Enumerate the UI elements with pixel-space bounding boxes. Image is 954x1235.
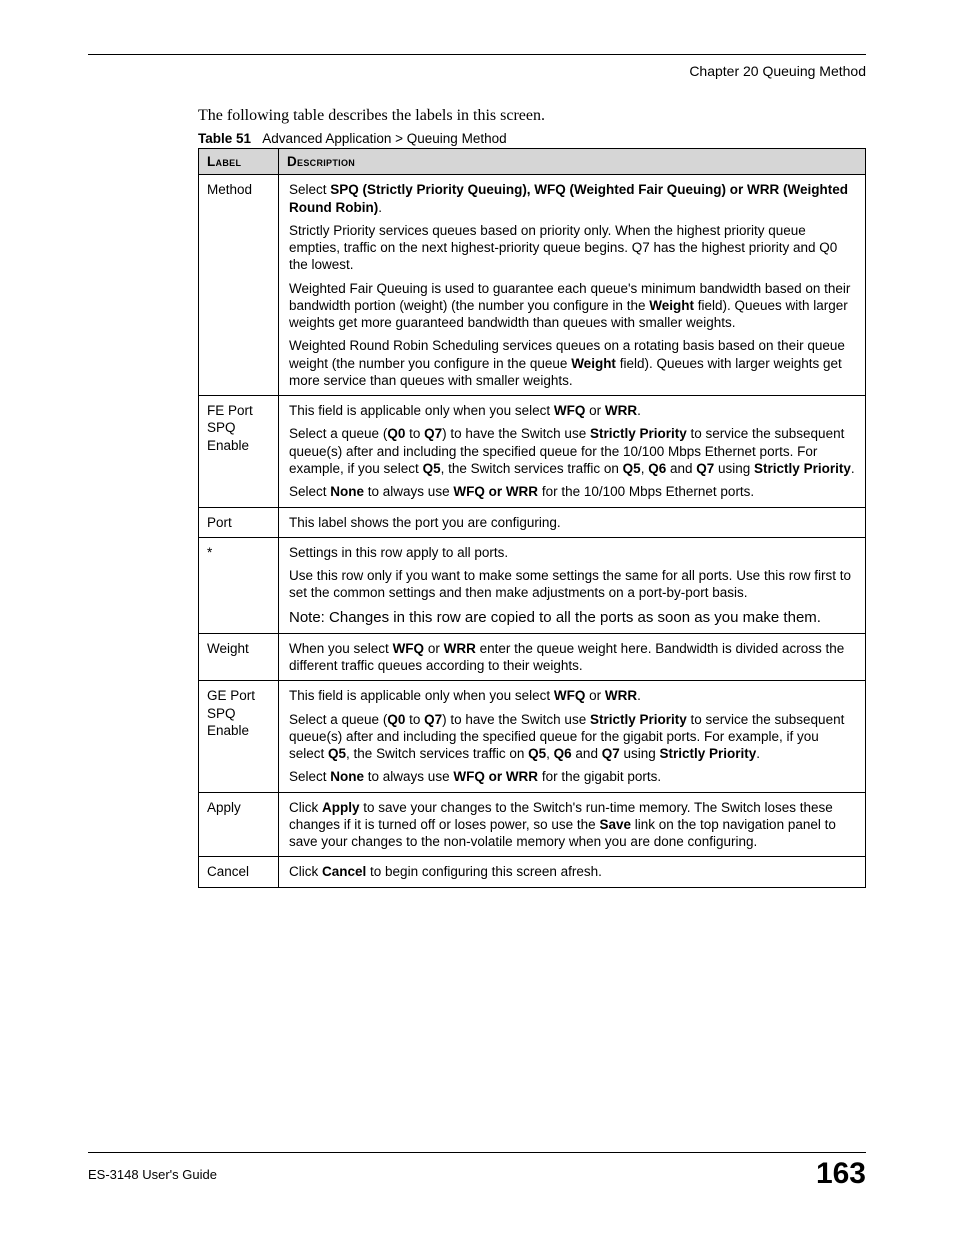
- col-header-description: Description: [279, 149, 866, 175]
- row-label: *: [199, 537, 279, 633]
- note-text: Note: Changes in this row are copied to …: [289, 608, 855, 627]
- description-paragraph: This field is applicable only when you s…: [289, 687, 855, 704]
- row-description: Settings in this row apply to all ports.…: [279, 537, 866, 633]
- description-paragraph: This field is applicable only when you s…: [289, 402, 855, 419]
- table-row: ApplyClick Apply to save your changes to…: [199, 792, 866, 857]
- table-caption: Table 51 Advanced Application > Queuing …: [198, 131, 866, 146]
- content-area: The following table describes the labels…: [198, 107, 866, 888]
- table-caption-prefix: Table 51: [198, 131, 251, 146]
- footer-guide-name: ES-3148 User's Guide: [88, 1167, 217, 1182]
- row-label: Cancel: [199, 857, 279, 887]
- row-label: FE Port SPQ Enable: [199, 396, 279, 507]
- description-paragraph: This label shows the port you are config…: [289, 514, 855, 531]
- chapter-header: Chapter 20 Queuing Method: [88, 63, 866, 79]
- header-rule: [88, 54, 866, 55]
- description-paragraph: Weighted Fair Queuing is used to guarant…: [289, 280, 855, 332]
- table-row: Port This label shows the port you are co…: [199, 507, 866, 537]
- row-label: Port: [199, 507, 279, 537]
- table-row: Cancel Click Cancel to begin configuring …: [199, 857, 866, 887]
- description-paragraph: Weighted Round Robin Scheduling services…: [289, 337, 855, 389]
- row-label: GE Port SPQ Enable: [199, 681, 279, 792]
- description-paragraph: When you select WFQ or WRR enter the que…: [289, 640, 855, 675]
- description-paragraph: Select None to always use WFQ or WRR for…: [289, 483, 855, 500]
- intro-text: The following table describes the labels…: [198, 107, 866, 125]
- description-paragraph: Click Cancel to begin configuring this s…: [289, 863, 855, 880]
- row-description: Click Cancel to begin configuring this s…: [279, 857, 866, 887]
- table-row: Method Select SPQ (Strictly Priority Queu…: [199, 175, 866, 396]
- row-description: This field is applicable only when you s…: [279, 396, 866, 507]
- footer-page-number: 163: [816, 1157, 866, 1191]
- description-paragraph: Use this row only if you want to make so…: [289, 567, 855, 602]
- table-row: *Settings in this row apply to all ports…: [199, 537, 866, 633]
- row-description: When you select WFQ or WRR enter the que…: [279, 633, 866, 681]
- queuing-method-table: Label Description Method Select SPQ (Stri…: [198, 148, 866, 888]
- row-description: This field is applicable only when you s…: [279, 681, 866, 792]
- footer-rule: [88, 1152, 866, 1153]
- description-paragraph: Settings in this row apply to all ports.: [289, 544, 855, 561]
- description-paragraph: Select None to always use WFQ or WRR for…: [289, 768, 855, 785]
- page-footer: ES-3148 User's Guide 163: [88, 1152, 866, 1191]
- table-caption-title: Advanced Application > Queuing Method: [262, 131, 506, 146]
- description-paragraph: Select a queue (Q0 to Q7) to have the Sw…: [289, 711, 855, 763]
- row-description: This label shows the port you are config…: [279, 507, 866, 537]
- table-header-row: Label Description: [199, 149, 866, 175]
- table-row: FE Port SPQ Enable This field is applicab…: [199, 396, 866, 507]
- description-paragraph: Select SPQ (Strictly Priority Queuing), …: [289, 181, 855, 216]
- description-paragraph: Click Apply to save your changes to the …: [289, 799, 855, 851]
- row-label: Method: [199, 175, 279, 396]
- row-label: Apply: [199, 792, 279, 857]
- page: Chapter 20 Queuing Method The following …: [0, 0, 954, 1235]
- row-label: Weight: [199, 633, 279, 681]
- row-description: Click Apply to save your changes to the …: [279, 792, 866, 857]
- table-row: Weight When you select WFQ or WRR enter t…: [199, 633, 866, 681]
- row-description: Select SPQ (Strictly Priority Queuing), …: [279, 175, 866, 396]
- footer-row: ES-3148 User's Guide 163: [88, 1157, 866, 1191]
- table-row: GE Port SPQ Enable This field is applicab…: [199, 681, 866, 792]
- col-header-label: Label: [199, 149, 279, 175]
- description-paragraph: Strictly Priority services queues based …: [289, 222, 855, 274]
- description-paragraph: Select a queue (Q0 to Q7) to have the Sw…: [289, 425, 855, 477]
